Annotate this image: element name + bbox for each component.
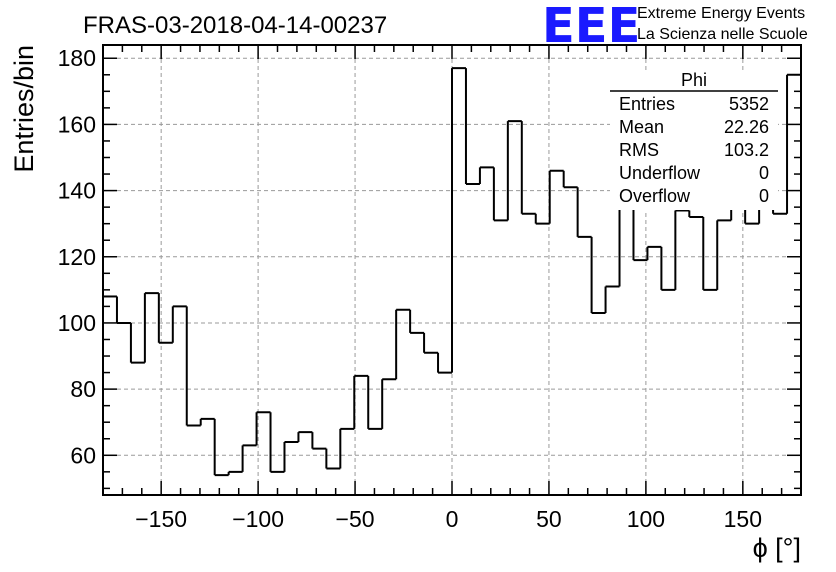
histogram-bin — [716, 219, 732, 290]
axis-ticks — [102, 45, 802, 495]
stats-row-label: Entries — [619, 94, 675, 114]
histogram-bin — [185, 306, 201, 427]
eee-logo-line1: Extreme Energy Events — [637, 5, 805, 22]
histogram-bin — [255, 411, 271, 446]
histogram-bin — [381, 378, 397, 429]
histogram-bin — [367, 375, 383, 430]
histogram-bin — [423, 332, 439, 354]
y-tick-label: 80 — [70, 376, 96, 402]
histogram-bin — [534, 213, 550, 225]
histogram-bin — [492, 167, 508, 222]
histogram-bin — [157, 293, 173, 344]
histogram-bin — [199, 417, 215, 426]
x-tick-label: 150 — [724, 506, 762, 532]
y-tick-label: 120 — [58, 244, 96, 270]
histogram-bin — [283, 441, 299, 472]
chart-title: FRAS-03-2018-04-14-00237 — [83, 12, 387, 39]
y-tick-label: 100 — [58, 310, 96, 336]
histogram-bin — [674, 209, 690, 290]
histogram-bin — [660, 246, 676, 291]
histogram-bin — [325, 448, 341, 470]
histogram-bin — [576, 187, 592, 238]
histogram-bin — [339, 427, 355, 469]
stats-row-label: RMS — [619, 140, 659, 160]
histogram-bin — [269, 412, 285, 473]
histogram-bin — [506, 120, 522, 221]
stats-row-label: Underflow — [619, 163, 701, 183]
histogram-bin — [464, 68, 480, 185]
histogram-bin — [604, 285, 620, 314]
x-tick-label: 100 — [627, 506, 665, 532]
histogram-bin — [311, 432, 327, 450]
y-tick-label: 140 — [58, 178, 96, 204]
eee-logo: EEE Extreme Energy Events La Scienza nel… — [542, 0, 808, 54]
histogram-bin — [395, 308, 411, 380]
x-tick-label: 50 — [536, 506, 562, 532]
x-tick-label: −50 — [336, 506, 375, 532]
histogram-bin — [115, 296, 131, 324]
stats-row-label: Mean — [619, 117, 664, 137]
x-tick-label: −100 — [232, 506, 284, 532]
histogram-bin — [646, 245, 662, 261]
histogram-bin — [171, 305, 187, 343]
y-tick-label: 60 — [70, 442, 96, 468]
histogram-bin — [786, 73, 801, 214]
y-tick-label: 180 — [58, 45, 96, 71]
stats-box-background — [610, 72, 778, 210]
histogram-bin — [143, 292, 159, 363]
x-tick-label: −150 — [135, 506, 187, 532]
histogram-bin — [409, 309, 425, 334]
histogram-bin — [520, 121, 536, 215]
eee-logo-line2: La Scienza nelle Scuole — [637, 26, 808, 43]
x-axis-title: ϕ [°] — [753, 533, 801, 563]
x-tick-label: 0 — [446, 506, 459, 532]
x-tick-labels: −150 −100 −50 0 50 100 150 — [135, 506, 762, 532]
histogram-bin — [590, 236, 606, 315]
y-axis-title: Entries/bin — [9, 45, 39, 173]
stats-row-label: Overflow — [619, 186, 691, 206]
histogram-bin — [297, 431, 313, 443]
histogram-bin — [451, 67, 466, 373]
histogram-bin — [353, 374, 369, 429]
histogram-bin — [478, 166, 494, 184]
histogram-bin — [437, 352, 452, 374]
histogram-bin — [129, 322, 145, 364]
stats-row-value: 103.2 — [724, 140, 769, 160]
stats-box-title: Phi — [681, 70, 707, 90]
histogram-bin — [702, 217, 718, 291]
stats-row-value: 22.26 — [724, 117, 769, 137]
histogram-bin — [688, 210, 704, 219]
stats-row-value: 0 — [759, 186, 769, 206]
y-tick-label: 160 — [58, 111, 96, 137]
histogram-bin — [618, 196, 634, 287]
histogram-bin — [213, 418, 229, 477]
histogram-bin — [241, 444, 257, 472]
stats-row-value: 5352 — [729, 94, 769, 114]
stats-row-value: 0 — [759, 163, 769, 183]
stats-box: Phi Entries 5352 Mean 22.26 RMS 103.2 Underflo… — [610, 70, 778, 210]
histogram-bin — [562, 170, 578, 189]
y-tick-labels: 60 80 100 120 140 160 180 — [58, 45, 96, 468]
histogram-bin — [227, 470, 243, 476]
histogram-bin — [548, 169, 564, 224]
